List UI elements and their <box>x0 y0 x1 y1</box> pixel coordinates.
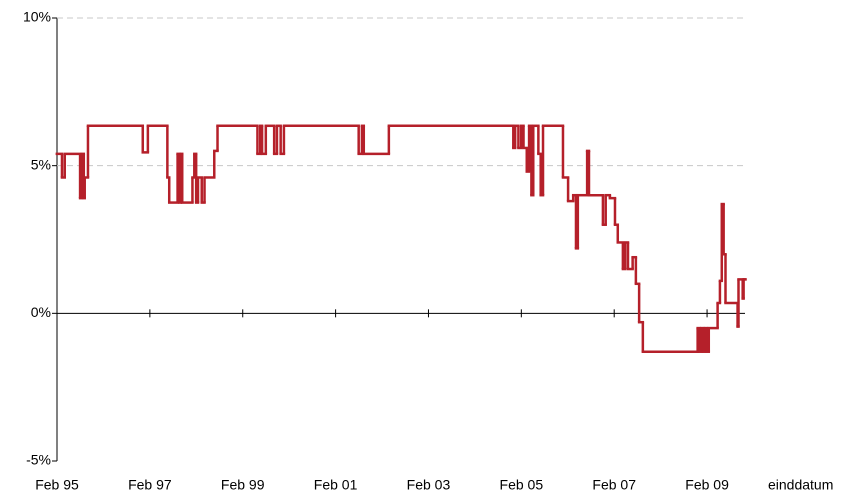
y-tick-label: 0% <box>31 304 51 320</box>
x-tick-label: Feb 97 <box>128 477 172 493</box>
step-connector <box>60 125 745 352</box>
x-axis-label: einddatum <box>768 477 833 493</box>
x-tick-label: Feb 95 <box>35 477 79 493</box>
x-tick-label: Feb 03 <box>407 477 451 493</box>
x-tick-label: Feb 09 <box>685 477 729 493</box>
y-tick-label: 5% <box>31 156 51 172</box>
x-tick-label: Feb 07 <box>592 477 636 493</box>
x-tick-label: Feb 99 <box>221 477 265 493</box>
x-tick-label: Feb 01 <box>314 477 358 493</box>
y-tick-label: -5% <box>26 452 51 468</box>
y-tick-label: 10% <box>23 9 51 25</box>
x-tick-label: Feb 05 <box>500 477 544 493</box>
